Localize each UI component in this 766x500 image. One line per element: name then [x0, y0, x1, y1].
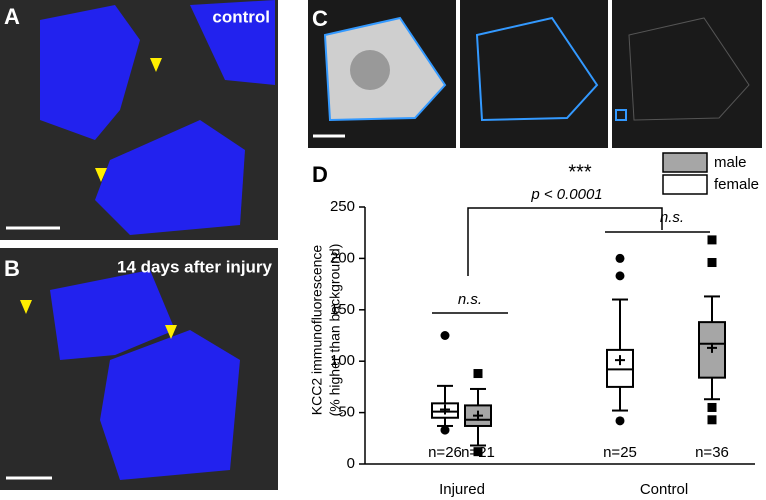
legend-swatch [662, 152, 708, 173]
outlier [473, 447, 483, 457]
mean [707, 342, 717, 353]
n-label: n=25 [603, 444, 637, 461]
outlier [473, 369, 483, 379]
y-tick-label: 200 [330, 249, 355, 266]
panel-caption: control [212, 7, 270, 26]
micrograph-a [0, 0, 278, 240]
outlier [615, 416, 625, 426]
panel-letter: C [312, 6, 328, 31]
micrograph-b [0, 248, 278, 490]
outlier [440, 331, 450, 340]
legend-swatch [662, 174, 708, 195]
micrograph-c [308, 0, 762, 148]
panel-letter: D [312, 162, 328, 187]
y-tick-label: 150 [330, 301, 355, 318]
panel-caption: 14 days after injury [117, 257, 273, 276]
annotation: p < 0.0001 [530, 186, 602, 203]
outlier [440, 425, 450, 435]
outlier [615, 271, 625, 281]
annotation: n.s. [660, 209, 684, 226]
significance-bracket [467, 207, 663, 276]
legend-label: male [714, 154, 747, 171]
mean [473, 410, 483, 421]
y-axis-label: (% higher than background) [327, 244, 343, 417]
y-axis-label: KCC2 immunofluorescence [309, 245, 325, 416]
mean [440, 404, 450, 415]
outlier [707, 258, 717, 268]
outlier [615, 253, 625, 263]
n-label: n=26 [428, 444, 462, 461]
y-tick-label: 250 [330, 198, 355, 215]
y-tick-label: 100 [330, 352, 355, 369]
y-tick-label: 0 [347, 455, 355, 472]
annotation: *** [568, 161, 592, 183]
n-label: n=21 [461, 444, 495, 461]
n-label: n=36 [695, 444, 729, 461]
outlier [707, 415, 717, 425]
x-tick-label: Injured [439, 481, 485, 498]
mean [615, 355, 625, 366]
outlier [707, 402, 717, 412]
y-tick-label: 50 [338, 404, 355, 421]
x-tick-label: Control [640, 481, 688, 498]
legend-label: female [714, 176, 759, 193]
panel-letter: A [4, 4, 20, 29]
panel-letter: B [4, 256, 20, 281]
annotation: n.s. [458, 291, 482, 308]
outlier [707, 235, 717, 245]
